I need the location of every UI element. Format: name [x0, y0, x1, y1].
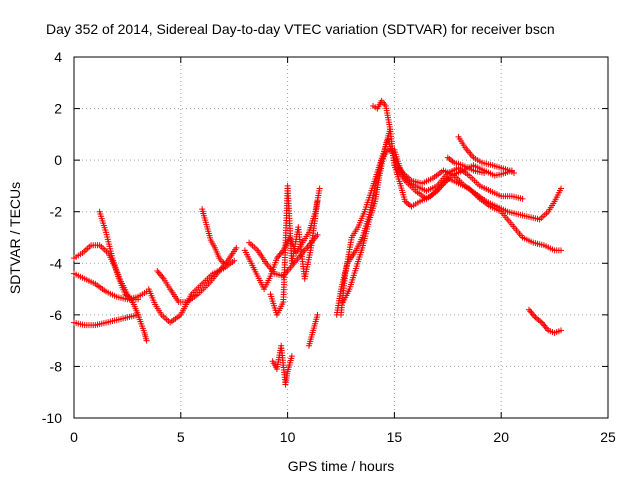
series-track-n	[340, 126, 515, 305]
grid	[74, 57, 608, 418]
x-tick-label: 5	[177, 429, 185, 445]
data-point	[558, 247, 565, 254]
series-track-f	[154, 244, 240, 305]
data-point	[135, 296, 142, 303]
x-axis-label: GPS time / hours	[288, 458, 395, 474]
series-track-d	[96, 208, 142, 303]
data-point	[231, 257, 238, 264]
data-point	[558, 327, 565, 334]
data-point	[481, 170, 488, 177]
y-tick-label: -2	[50, 204, 63, 220]
x-tick-label: 20	[493, 429, 509, 445]
data-point	[558, 185, 565, 192]
series-track-t	[525, 306, 565, 336]
data-point	[316, 185, 323, 192]
series-track-o	[338, 136, 565, 318]
x-tick-label: 15	[387, 429, 403, 445]
x-tick-label: 10	[280, 429, 296, 445]
series-track-j	[267, 182, 321, 318]
series-track-a	[71, 242, 142, 318]
y-tick-label: -8	[50, 358, 63, 374]
series-track-s	[455, 133, 518, 177]
y-tick-label: -4	[50, 255, 63, 271]
data-point	[519, 195, 526, 202]
y-tick-labels: -10 -8 -6 -4 -2 0 2 4	[42, 49, 62, 426]
x-tick-label: 0	[70, 429, 78, 445]
data-point	[314, 311, 321, 318]
axis-ticks	[73, 56, 609, 419]
series-track-g	[199, 206, 227, 267]
y-tick-label: -10	[42, 410, 62, 426]
data-points	[71, 97, 565, 388]
series-track-k	[269, 342, 295, 388]
x-tick-labels: 0 5 10 15 20 25	[70, 429, 616, 445]
data-point	[511, 170, 518, 177]
y-tick-label: 4	[54, 49, 62, 65]
y-axis-label: SDTVAR / TECUs	[7, 182, 23, 294]
y-tick-label: 0	[54, 152, 62, 168]
plot-frame	[73, 56, 609, 419]
series-track-r	[444, 154, 488, 177]
chart-title: Day 352 of 2014, Sidereal Day-to-day VTE…	[46, 21, 555, 37]
data-point	[233, 244, 240, 251]
series-track-b	[71, 270, 150, 303]
y-tick-label: 2	[54, 101, 62, 117]
series-track-e	[145, 257, 238, 326]
y-tick-label: -6	[50, 307, 63, 323]
data-point	[314, 198, 321, 205]
data-point	[220, 260, 227, 267]
data-point	[387, 126, 394, 133]
data-point	[288, 353, 295, 360]
series-track-c	[71, 311, 150, 344]
series-track-l	[305, 311, 321, 349]
x-tick-label: 25	[600, 429, 616, 445]
data-point	[314, 231, 321, 238]
data-point	[143, 337, 150, 344]
series-track-p	[370, 97, 394, 133]
series-track-q	[391, 162, 565, 254]
